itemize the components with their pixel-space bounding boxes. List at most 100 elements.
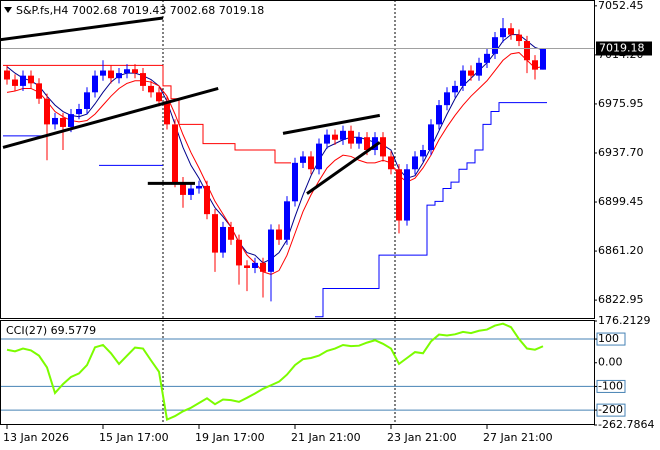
candle-body [412,156,418,170]
candle-body [140,73,146,86]
candle-body [348,130,354,144]
candle-body [436,105,442,125]
trendline [306,141,381,195]
cci-panel-frame [0,320,595,425]
current-price-label: 7019.18 [599,41,645,54]
candle-body [396,169,402,221]
candle-body [164,101,170,125]
candle-body [180,182,186,195]
candle-body [244,265,250,268]
candle-body [28,75,34,84]
candle-body [132,69,138,74]
candle-body [172,124,178,183]
x-tick-label: 21 Jan 21:00 [291,431,361,444]
candle-body [372,137,378,151]
current-price-box [596,41,652,56]
y-tick-label: 7052.45 [598,0,644,12]
moving-average [6,34,544,264]
candle-body [420,150,426,157]
x-tick-label: 27 Jan 21:00 [483,431,553,444]
candle-body [468,70,474,76]
price-panel-frame [0,0,595,319]
candle-body [492,37,498,54]
candle-body [124,69,130,74]
candle-body [36,83,42,99]
candle-body [68,114,74,127]
channel-line [315,102,547,318]
candle-body [92,75,98,93]
candle-body [428,124,434,151]
candle-body [212,214,218,253]
candle-body [148,85,154,93]
y-tick-label: 0.00 [598,356,623,369]
candle-body [380,137,386,157]
candle-body [284,201,290,240]
candle-body [540,48,546,70]
y-tick-label: 6861.20 [598,244,644,257]
candle-body [108,70,114,79]
trendline [282,113,381,135]
candle-body [76,108,82,115]
y-tick-label: -200 [598,403,623,416]
candle-body [236,239,242,266]
candle-body [116,73,122,79]
candle-body [316,143,322,170]
x-tick-label: 15 Jan 17:00 [99,431,169,444]
candle-body [404,169,410,221]
chart-title: S&P.fs,H4 7002.68 7019.43 7002.68 7019.1… [16,4,264,17]
y-tick-label: 6899.45 [598,195,644,208]
candle-body [356,137,362,144]
candle-body [452,85,458,93]
candle-body [276,229,282,240]
candle-body [388,156,394,170]
candle-body [156,92,162,102]
x-tick-label: 13 Jan 2026 [3,431,69,444]
y-tick-label: -262.7864 [598,418,654,431]
candle-body [44,98,50,125]
candle-body [60,117,66,127]
candle-body [340,130,346,140]
candle-body [292,162,298,202]
candle-body [268,229,274,272]
y-tick-label: 176.2129 [598,314,651,327]
candle-body [228,226,234,240]
candle-body [324,134,330,144]
cci-line [6,322,544,422]
x-tick-label: 23 Jan 21:00 [387,431,457,444]
y-tick-label: 6975.95 [598,97,644,110]
candle-body [484,53,490,63]
candle-body [500,28,506,38]
candle-body [508,28,514,35]
cci-title: CCI(27) 69.5779 [6,324,96,337]
candle-body [12,79,18,86]
candle-body [252,262,258,268]
menu-icon [4,7,12,13]
candle-body [364,137,370,151]
moving-average [6,52,544,275]
candle-body [476,62,482,76]
candle-body [460,70,466,86]
candle-body [332,134,338,140]
plot-layer [0,16,594,422]
candle-body [196,185,202,189]
candle-body [188,188,194,195]
x-tick-label: 19 Jan 17:00 [195,431,265,444]
channel-line [3,64,291,164]
y-tick-label: -100 [598,379,623,392]
candle-body [444,92,450,106]
y-tick-label: 6822.95 [598,293,644,306]
candle-body [4,70,10,80]
candle-body [204,185,210,215]
candle-body [524,41,530,61]
candle-body [220,226,226,253]
y-tick-label: 6937.70 [598,146,644,159]
candle-body [516,34,522,42]
candle-body [308,156,314,170]
candle-body [20,75,26,86]
trendline [0,16,164,42]
candle-body [100,70,106,76]
trendline [2,87,219,149]
candle-body [260,262,266,272]
